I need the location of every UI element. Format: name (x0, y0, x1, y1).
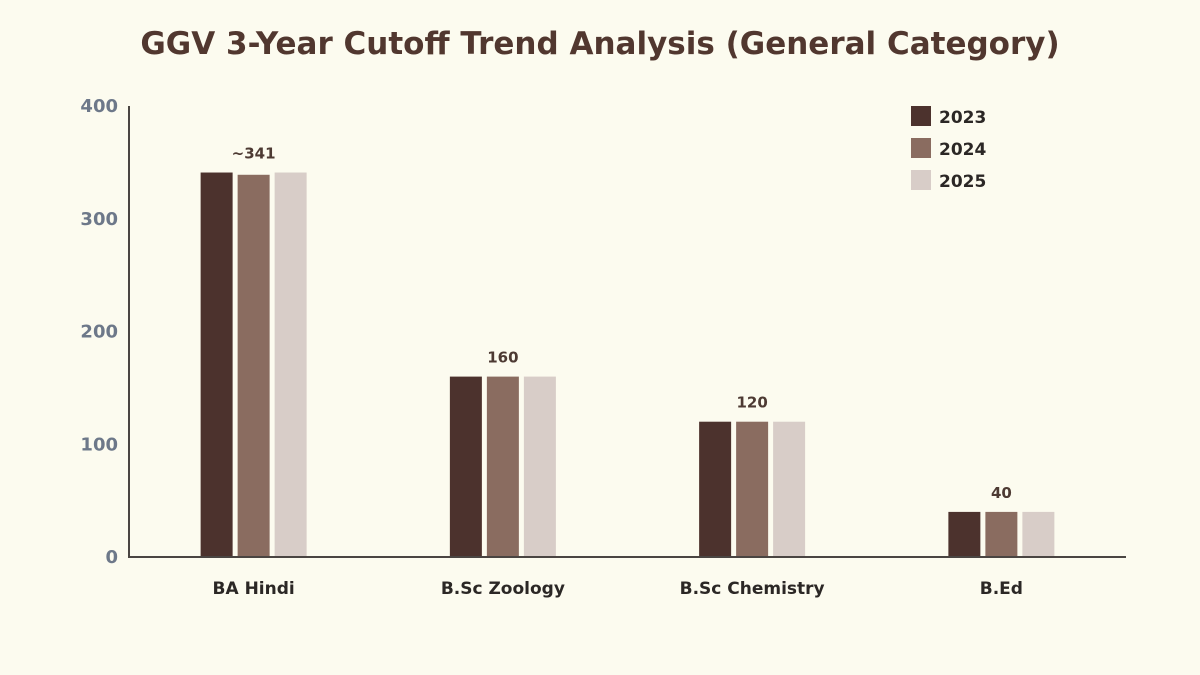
bar-2024 (237, 174, 270, 557)
category-label: BA Hindi (213, 579, 295, 599)
legend-label: 2025 (939, 172, 986, 192)
category-label: B.Ed (980, 579, 1023, 599)
legend-swatch (911, 106, 931, 126)
data-label: 40 (991, 484, 1012, 502)
bar-2023 (699, 421, 732, 557)
legend-item: 2025 (911, 170, 986, 192)
chart-title: GGV 3-Year Cutoff Trend Analysis (Genera… (140, 26, 1059, 62)
x-axis-category-labels: BA Hindi B.Sc Zoology B.Sc Chemistry B.Ed (213, 579, 1023, 599)
legend-swatch (911, 170, 931, 190)
bar-groups (200, 172, 1055, 557)
bar-2025 (523, 376, 556, 557)
bar-2024 (985, 511, 1018, 557)
bar-2024 (486, 376, 519, 557)
y-tick-label: 300 (80, 209, 118, 230)
bar-group (200, 172, 307, 557)
data-labels: ~341 160 120 40 (232, 145, 1012, 502)
bar-group (449, 376, 556, 557)
bar-group (948, 511, 1055, 557)
category-label: B.Sc Chemistry (680, 579, 825, 599)
legend-item: 2024 (911, 138, 986, 160)
bar-2023 (200, 172, 233, 557)
category-label: B.Sc Zoology (441, 579, 565, 599)
bar-2025 (274, 172, 307, 557)
bar-group (699, 421, 806, 557)
data-label: 160 (487, 349, 518, 367)
legend-label: 2023 (939, 108, 986, 128)
y-tick-label: 0 (105, 547, 118, 568)
y-tick-label: 100 (80, 434, 118, 455)
legend: 2023 2024 2025 (911, 106, 986, 192)
bar-2024 (736, 421, 769, 557)
data-label: 120 (736, 394, 767, 412)
y-axis-ticks: 0 100 200 300 400 (80, 96, 118, 568)
legend-swatch (911, 138, 931, 158)
legend-label: 2024 (939, 140, 986, 160)
bar-2025 (773, 421, 806, 557)
y-tick-label: 400 (80, 96, 118, 117)
data-label: ~341 (232, 145, 276, 163)
bar-2023 (449, 376, 482, 557)
bar-2023 (948, 511, 981, 557)
y-tick-label: 200 (80, 322, 118, 343)
legend-item: 2023 (911, 106, 986, 128)
bar-2025 (1022, 511, 1055, 557)
